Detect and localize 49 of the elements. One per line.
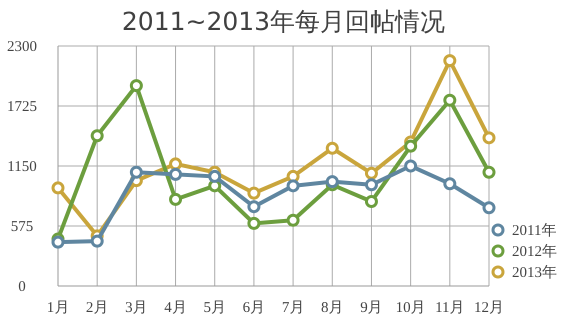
xtick: 10月 — [396, 300, 426, 316]
point — [482, 131, 496, 144]
point — [130, 79, 143, 92]
point — [247, 200, 260, 214]
xtick: 1月 — [46, 300, 70, 316]
point — [364, 166, 378, 180]
point — [482, 201, 496, 214]
point — [52, 181, 64, 194]
xtick: 5月 — [203, 300, 226, 316]
point — [482, 166, 496, 179]
point — [404, 160, 418, 172]
title: 2011~2013年每月回帖情况 — [122, 7, 446, 36]
xtick: 2月 — [86, 300, 108, 316]
point — [364, 194, 378, 208]
ytick: 1725 — [7, 99, 37, 115]
ytick: 575 — [10, 219, 34, 235]
point — [286, 214, 300, 227]
legend-label: 2012年 — [512, 243, 557, 260]
xtick: 3月 — [125, 300, 148, 316]
point — [169, 157, 182, 170]
ytick: 2300 — [7, 39, 37, 55]
point — [90, 129, 104, 142]
point — [326, 142, 339, 155]
xtick: 8月 — [321, 300, 344, 316]
point — [364, 178, 378, 192]
point — [443, 94, 456, 107]
point — [443, 54, 456, 68]
ytick: 1150 — [7, 159, 37, 175]
point — [247, 186, 260, 200]
xtick: 9月 — [360, 300, 383, 316]
legend-label: 2013年 — [512, 264, 557, 281]
xtick: 11月 — [435, 300, 465, 316]
point — [247, 216, 260, 230]
point — [169, 192, 182, 206]
point — [169, 168, 182, 181]
xtick: 7月 — [282, 300, 304, 316]
point — [90, 234, 104, 248]
point — [130, 166, 143, 179]
point — [404, 140, 418, 153]
ytick: 0 — [18, 279, 26, 295]
point — [52, 236, 64, 249]
xtick: 4月 — [164, 300, 187, 316]
point — [208, 170, 222, 183]
legend-label: 2011年 — [512, 222, 556, 239]
point — [443, 177, 456, 190]
point — [286, 179, 300, 192]
xtick: 12月 — [474, 300, 504, 316]
xtick: 6月 — [242, 300, 266, 316]
point — [326, 175, 339, 188]
